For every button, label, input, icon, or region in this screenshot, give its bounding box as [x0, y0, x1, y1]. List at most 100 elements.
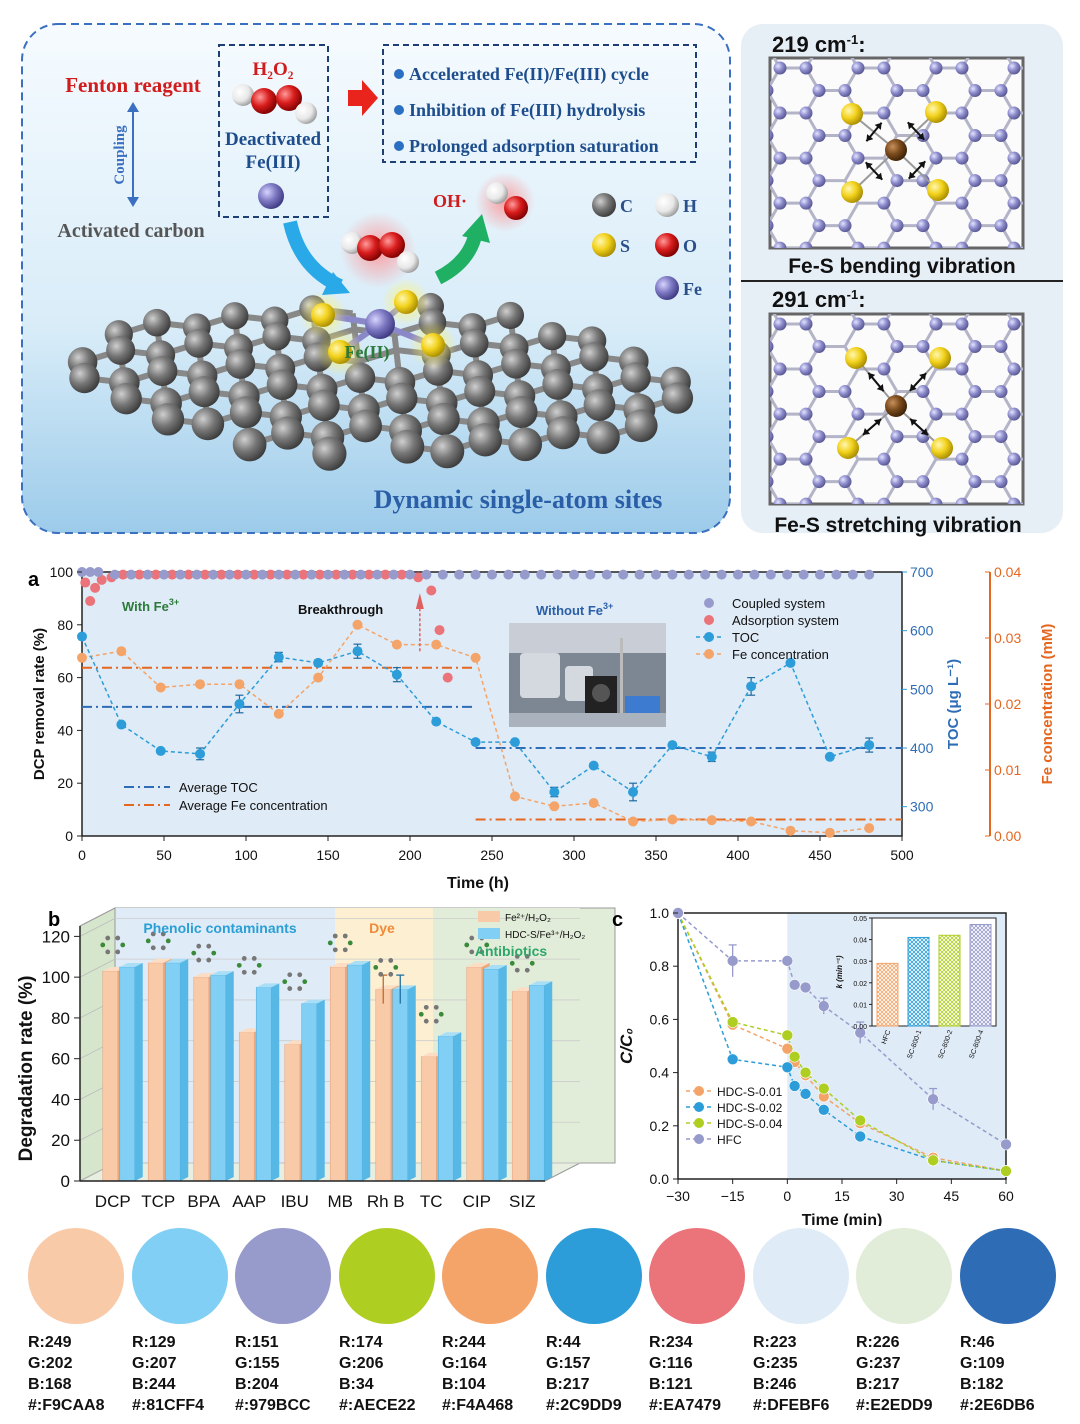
series-line: [677, 912, 1007, 1172]
inset-bar: [969, 923, 992, 1027]
coupled-point: [782, 569, 793, 580]
y-tick-label: 80: [51, 1009, 70, 1028]
inset-y-tick-label: 0.02: [853, 981, 867, 988]
molecule-atom: [206, 957, 212, 963]
lattice-atom: [1073, 84, 1080, 97]
sulfur-atom: [837, 437, 859, 459]
molecule-atom: [342, 933, 348, 939]
coupled-point: [224, 569, 235, 580]
bar-side: [362, 960, 371, 1181]
lattice-atom: [1073, 295, 1080, 308]
y-tick-label: 0.6: [650, 1011, 670, 1027]
toc-point: [824, 751, 835, 762]
molecule-icon: [418, 1004, 444, 1024]
carbon-atom: [232, 427, 267, 462]
swatch-b: B:34: [339, 1376, 374, 1393]
swatch-g: G:164: [442, 1355, 487, 1372]
adsorption-point: [167, 569, 178, 580]
carbon-atom: [468, 422, 503, 457]
legend-label: HDC-S-0.01: [717, 1085, 783, 1099]
adsorption-point: [232, 569, 243, 580]
deactivated-fe3-label: Fe(III): [246, 152, 301, 173]
molecule-atom: [100, 942, 106, 948]
x-tick-label: 0: [783, 1188, 791, 1204]
bar-side: [316, 999, 325, 1181]
lattice-atom: [773, 452, 787, 466]
swatch-r: R:44: [546, 1334, 581, 1351]
adsorption-point: [134, 569, 145, 580]
plot-background: [82, 572, 902, 836]
carbon-atom: [427, 402, 460, 436]
molecule-atom: [211, 950, 217, 956]
sulfur-atom: [421, 333, 445, 357]
coupled-point: [864, 569, 875, 580]
swatch-r: R:234: [649, 1334, 693, 1351]
y2-tick-label: 300: [910, 799, 934, 815]
coupled-point: [487, 569, 497, 580]
lattice-atom: [968, 475, 982, 489]
carbon-atom: [106, 335, 136, 365]
toc-point: [588, 760, 599, 771]
x-axis-title: Time (min): [802, 1212, 883, 1226]
vibration-arrowhead: [865, 162, 873, 170]
lattice-atom: [955, 452, 969, 466]
carbon-atom: [496, 301, 525, 330]
x-tick-label: 450: [808, 847, 832, 863]
carbon-atom: [505, 396, 538, 429]
lattice-atom: [877, 497, 891, 504]
lattice-atom: [838, 385, 852, 399]
molecule-icon: [191, 943, 217, 963]
sulfur-atom: [841, 181, 863, 203]
carbon-atom: [661, 382, 694, 414]
molecule-icon: [509, 953, 535, 973]
legend-label: Fe concentration: [732, 647, 829, 662]
coupled-point: [109, 569, 120, 580]
molecule-atom: [433, 1018, 439, 1024]
carbon-atom: [537, 321, 567, 351]
lattice-atom: [930, 543, 943, 545]
lattice-atom: [851, 497, 865, 504]
coupled-point: [618, 569, 629, 580]
lattice-atom: [851, 241, 865, 248]
legend-marker: [704, 649, 714, 659]
coupled-point: [765, 569, 776, 580]
vibration-arrowhead: [908, 171, 916, 179]
coupled-point: [257, 569, 268, 580]
lattice-atom: [1073, 39, 1080, 52]
lattice-atom: [770, 340, 774, 353]
lattice-atom: [800, 543, 813, 545]
series-point: [799, 981, 812, 994]
category-label: TC: [420, 1192, 443, 1211]
coupled-point: [667, 569, 678, 580]
coupled-point: [749, 569, 760, 580]
stretching-lattice: [770, 295, 1080, 545]
oxygen-atom-icon: [655, 233, 679, 257]
sulfur-atom: [328, 340, 352, 364]
panel-c-label: c: [612, 909, 623, 931]
atom-legend: C H S O Fe: [592, 193, 702, 300]
adsorption-point: [347, 569, 358, 580]
coupled-point: [536, 569, 547, 580]
legend-marker: [694, 1102, 704, 1112]
swatch-circle: [132, 1228, 228, 1324]
h2o2-label: H₂O₂: [253, 59, 294, 80]
x-tick-label: 0: [78, 847, 86, 863]
carbon-bond: [357, 347, 398, 365]
carbon-atom: [262, 322, 291, 351]
y3-axis-title: Fe concentration (mM): [1039, 624, 1056, 785]
molecule-atom: [342, 947, 348, 953]
lattice-atom: [916, 174, 930, 188]
group-phenolic-label: Phenolic contaminants: [143, 920, 296, 936]
molecule-atom: [287, 972, 293, 978]
swatch-hex: #:E2EDD9: [856, 1397, 933, 1414]
carbon-atom: [620, 362, 651, 393]
swatch-g: G:237: [856, 1355, 901, 1372]
inset-y-tick-label: 0.05: [853, 916, 867, 923]
swatch-b: B:244: [132, 1376, 176, 1393]
bar-top: [165, 958, 189, 963]
series-point: [788, 1080, 801, 1092]
adsorption-point: [150, 569, 161, 580]
h2o2-molecule-icon: [232, 84, 317, 124]
swatch-circle: [960, 1228, 1056, 1324]
y2-tick-label: 600: [910, 623, 934, 639]
